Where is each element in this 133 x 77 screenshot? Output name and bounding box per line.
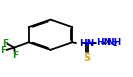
Text: HN: HN [79,38,94,48]
Text: S: S [83,53,90,63]
Text: HN: HN [97,38,112,47]
Text: F: F [0,46,6,55]
Text: F: F [12,51,18,60]
Text: NH: NH [106,38,122,47]
Text: 2: 2 [112,41,117,47]
Text: F: F [2,39,9,48]
